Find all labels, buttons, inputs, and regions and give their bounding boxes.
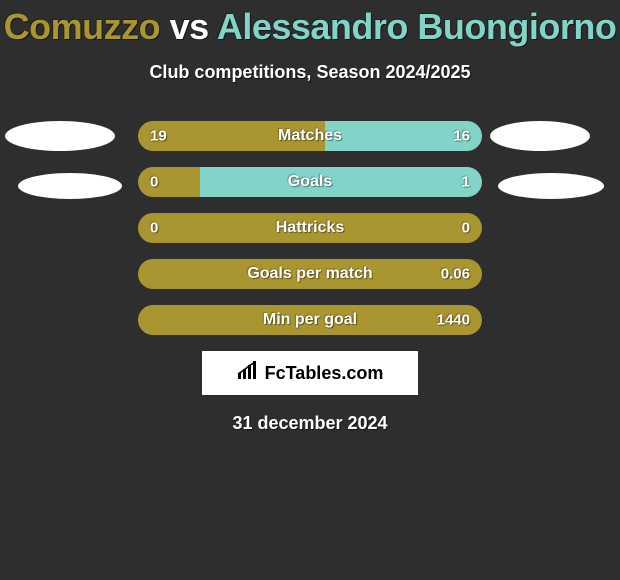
bar-row: Matches19 16 [138,121,482,151]
date-label: 31 december 2024 [0,413,620,434]
bar-row: Min per goal1440 [138,305,482,335]
attribution-badge[interactable]: FcTables.com [202,351,418,395]
bar-row: Hattricks0 0 [138,213,482,243]
bar-row: Goals per match0.06 [138,259,482,289]
avatar-placeholder-top-right [490,121,590,151]
bar-right-value: 1440 [437,312,470,329]
subtitle: Club competitions, Season 2024/2025 [0,62,620,83]
bar-right-value: 1 [462,174,470,191]
bar-right-value: 16 [453,128,470,145]
bar-left-value: 19 [150,128,167,145]
chart-area: Matches1916Goals01Hattricks00Goals per m… [0,121,620,335]
bar-label: Goals [138,173,482,191]
avatar-placeholder-top-left [5,121,115,151]
bar-label: Matches [138,127,482,145]
avatar-placeholder-mid-right [498,173,604,199]
bar-left-value: 0 [150,174,158,191]
avatar-placeholder-mid-left [18,173,122,199]
bar-label: Hattricks [138,219,482,237]
title-right: Alessandro Buongiorno [217,6,617,47]
bar-label: Min per goal [138,311,482,329]
comparison-title: Comuzzo vs Alessandro Buongiorno [0,0,620,48]
bar-row: Goals0 1 [138,167,482,197]
title-vs: vs [160,6,217,47]
bar-left-value: 0 [150,220,158,237]
attribution-text: FcTables.com [265,363,384,384]
bar-right-value: 0.06 [441,266,470,283]
bar-label: Goals per match [138,265,482,283]
chart-icon [237,361,259,386]
bar-right-value: 0 [462,220,470,237]
title-left: Comuzzo [4,6,160,47]
bar-chart: Matches1916Goals01Hattricks00Goals per m… [138,121,482,335]
